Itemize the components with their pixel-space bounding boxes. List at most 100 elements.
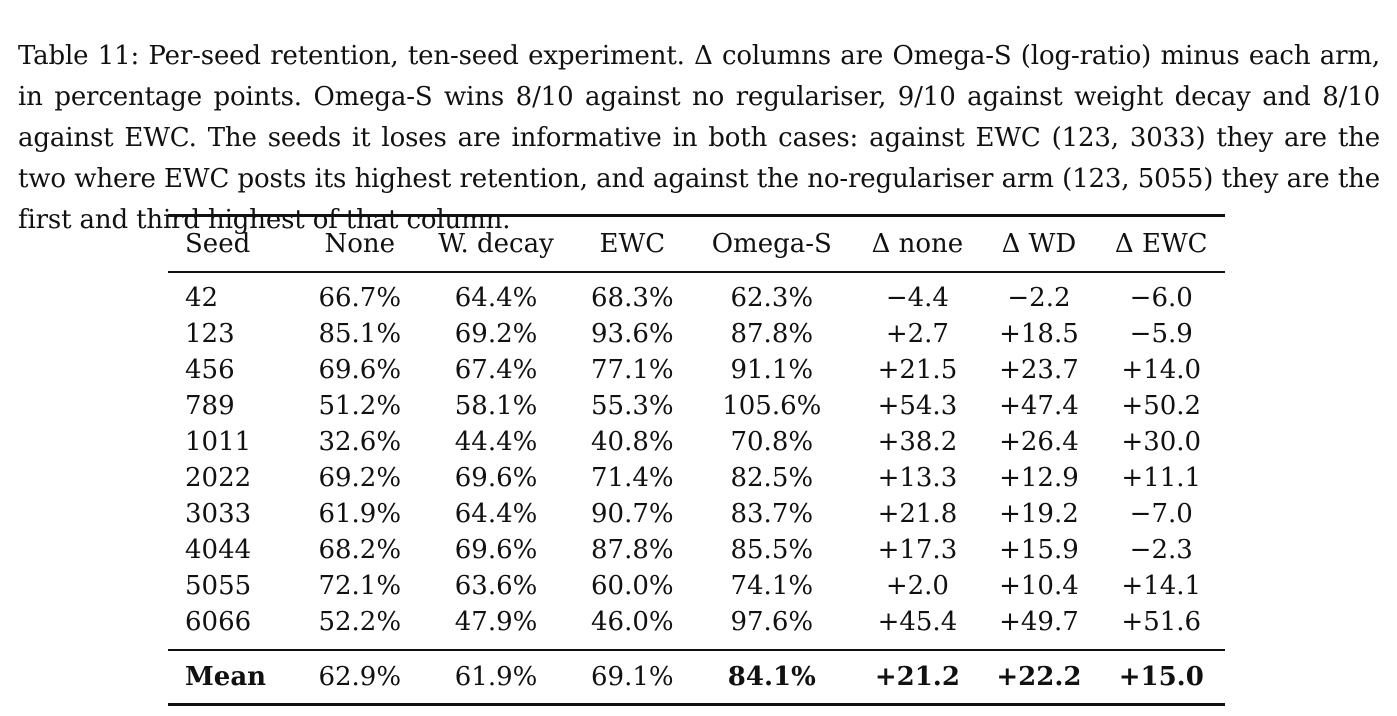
mean-cell-delta-wd: +22.2	[996, 662, 1082, 692]
cell-ewc: 93.6%	[591, 319, 674, 349]
table-row: 123 85.1% 69.2% 93.6% 87.8% +2.7 +18.5 −5.9	[168, 316, 1225, 352]
cell-weight-decay: 69.2%	[454, 319, 538, 349]
col-header-none: None	[324, 229, 396, 259]
cell-weight-decay: 47.9%	[454, 607, 538, 637]
mean-label: Mean	[185, 662, 267, 692]
col-header-delta-none: Δ none	[871, 229, 964, 259]
cell-delta-none: +54.3	[877, 391, 958, 421]
cell-seed: 123	[185, 319, 235, 349]
cell-weight-decay: 64.4%	[454, 283, 538, 313]
table-footer: Mean 62.9% 61.9% 69.1% 84.1% +21.2 +22.2…	[168, 650, 1225, 705]
mean-cell-delta-none: +21.2	[874, 662, 960, 692]
cell-ewc: 55.3%	[591, 391, 674, 421]
cell-ewc: 60.0%	[591, 571, 674, 601]
cell-weight-decay: 63.6%	[454, 571, 538, 601]
cell-ewc: 77.1%	[591, 355, 674, 385]
cell-delta-wd: +49.7	[999, 607, 1079, 637]
col-header-ewc: EWC	[599, 229, 666, 259]
cell-seed: 6066	[185, 607, 252, 637]
col-header-omega-s: Omega-S	[711, 229, 832, 259]
cell-delta-wd: +18.5	[999, 319, 1079, 349]
cell-delta-ewc: +11.1	[1121, 463, 1202, 493]
cell-none: 61.9%	[318, 499, 402, 529]
cell-seed: 42	[185, 283, 219, 313]
cell-weight-decay: 69.6%	[454, 535, 538, 565]
cell-delta-none: +13.3	[877, 463, 958, 493]
cell-delta-ewc: +50.2	[1121, 391, 1202, 421]
cell-delta-wd: +12.9	[999, 463, 1079, 493]
cell-delta-wd: +19.2	[999, 499, 1079, 529]
cell-ewc: 87.8%	[591, 535, 674, 565]
cell-delta-ewc: +14.0	[1121, 355, 1202, 385]
cell-ewc: 90.7%	[591, 499, 674, 529]
mean-cell-delta-ewc: +15.0	[1118, 662, 1204, 692]
table-header: Seed None W. decay EWC Omega-S Δ none Δ …	[168, 215, 1225, 272]
table-row: 4044 68.2% 69.6% 87.8% 85.5% +17.3 +15.9 −2.3	[168, 532, 1225, 568]
mean-cell-ewc: 69.1%	[591, 662, 674, 692]
cell-weight-decay: 64.4%	[454, 499, 538, 529]
cell-weight-decay: 69.6%	[454, 463, 538, 493]
cell-delta-wd: +10.4	[999, 571, 1079, 601]
cell-delta-none: +2.0	[885, 571, 949, 601]
retention-table: Seed None W. decay EWC Omega-S Δ none Δ …	[168, 214, 1225, 706]
cell-omega-s: 82.5%	[730, 463, 814, 493]
cell-omega-s: 83.7%	[730, 499, 814, 529]
cell-delta-none: +17.3	[877, 535, 958, 565]
cell-delta-wd: +26.4	[999, 427, 1079, 457]
cell-none: 68.2%	[318, 535, 402, 565]
cell-none: 66.7%	[318, 283, 402, 313]
cell-omega-s: 70.8%	[730, 427, 814, 457]
col-header-weight-decay: W. decay	[438, 229, 554, 259]
cell-ewc: 68.3%	[591, 283, 674, 313]
cell-delta-ewc: +51.6	[1121, 607, 1202, 637]
table-row: 6066 52.2% 47.9% 46.0% 97.6% +45.4 +49.7 +51.6	[168, 604, 1225, 650]
table-caption: Table 11: Per-seed retention, ten-seed e…	[18, 41, 1380, 235]
cell-delta-wd: +47.4	[999, 391, 1079, 421]
table-body: 42 66.7% 64.4% 68.3% 62.3% −4.4 −2.2 −6.0 123 85.…	[168, 272, 1225, 650]
cell-seed: 3033	[185, 499, 252, 529]
mean-row: Mean 62.9% 61.9% 69.1% 84.1% +21.2 +22.2…	[168, 650, 1225, 705]
table-row: 5055 72.1% 63.6% 60.0% 74.1% +2.0 +10.4 +14.1	[168, 568, 1225, 604]
cell-delta-ewc: +30.0	[1121, 427, 1202, 457]
table-row: 1011 32.6% 44.4% 40.8% 70.8% +38.2 +26.4 +30.0	[168, 424, 1225, 460]
cell-omega-s: 91.1%	[730, 355, 814, 385]
table-row: 789 51.2% 58.1% 55.3% 105.6% +54.3 +47.4 +50.2	[168, 388, 1225, 424]
cell-delta-wd: −2.2	[1007, 283, 1071, 313]
cell-seed: 2022	[185, 463, 252, 493]
table-row: 2022 69.2% 69.6% 71.4% 82.5% +13.3 +12.9 +11.1	[168, 460, 1225, 496]
cell-delta-none: +21.5	[877, 355, 958, 385]
cell-weight-decay: 67.4%	[454, 355, 538, 385]
mean-cell-omega-s: 84.1%	[727, 662, 816, 692]
cell-seed: 5055	[185, 571, 252, 601]
cell-none: 69.2%	[318, 463, 402, 493]
cell-seed: 456	[185, 355, 235, 385]
mean-cell-none: 62.9%	[318, 662, 402, 692]
cell-delta-ewc: −6.0	[1129, 283, 1193, 313]
cell-seed: 4044	[185, 535, 252, 565]
col-header-delta-ewc: Δ EWC	[1114, 229, 1208, 259]
cell-delta-wd: +23.7	[999, 355, 1079, 385]
cell-omega-s: 85.5%	[730, 535, 814, 565]
cell-ewc: 46.0%	[591, 607, 674, 637]
cell-none: 85.1%	[318, 319, 402, 349]
cell-none: 52.2%	[318, 607, 402, 637]
cell-weight-decay: 44.4%	[454, 427, 538, 457]
header-row: Seed None W. decay EWC Omega-S Δ none Δ …	[168, 215, 1225, 272]
cell-delta-none: +45.4	[877, 607, 958, 637]
cell-delta-ewc: +14.1	[1121, 571, 1202, 601]
cell-omega-s: 97.6%	[730, 607, 814, 637]
cell-none: 32.6%	[318, 427, 402, 457]
cell-delta-none: +2.7	[885, 319, 949, 349]
col-header-delta-wd: Δ WD	[1001, 229, 1077, 259]
cell-none: 51.2%	[318, 391, 402, 421]
table-row: 456 69.6% 67.4% 77.1% 91.1% +21.5 +23.7 +14.0	[168, 352, 1225, 388]
cell-none: 72.1%	[318, 571, 402, 601]
cell-delta-ewc: −7.0	[1129, 499, 1193, 529]
cell-delta-wd: +15.9	[999, 535, 1079, 565]
retention-table-container: Seed None W. decay EWC Omega-S Δ none Δ …	[168, 214, 1225, 706]
mean-cell-weight-decay: 61.9%	[454, 662, 538, 692]
cell-delta-ewc: −2.3	[1129, 535, 1193, 565]
cell-weight-decay: 58.1%	[454, 391, 538, 421]
cell-omega-s: 74.1%	[730, 571, 814, 601]
cell-ewc: 40.8%	[591, 427, 674, 457]
